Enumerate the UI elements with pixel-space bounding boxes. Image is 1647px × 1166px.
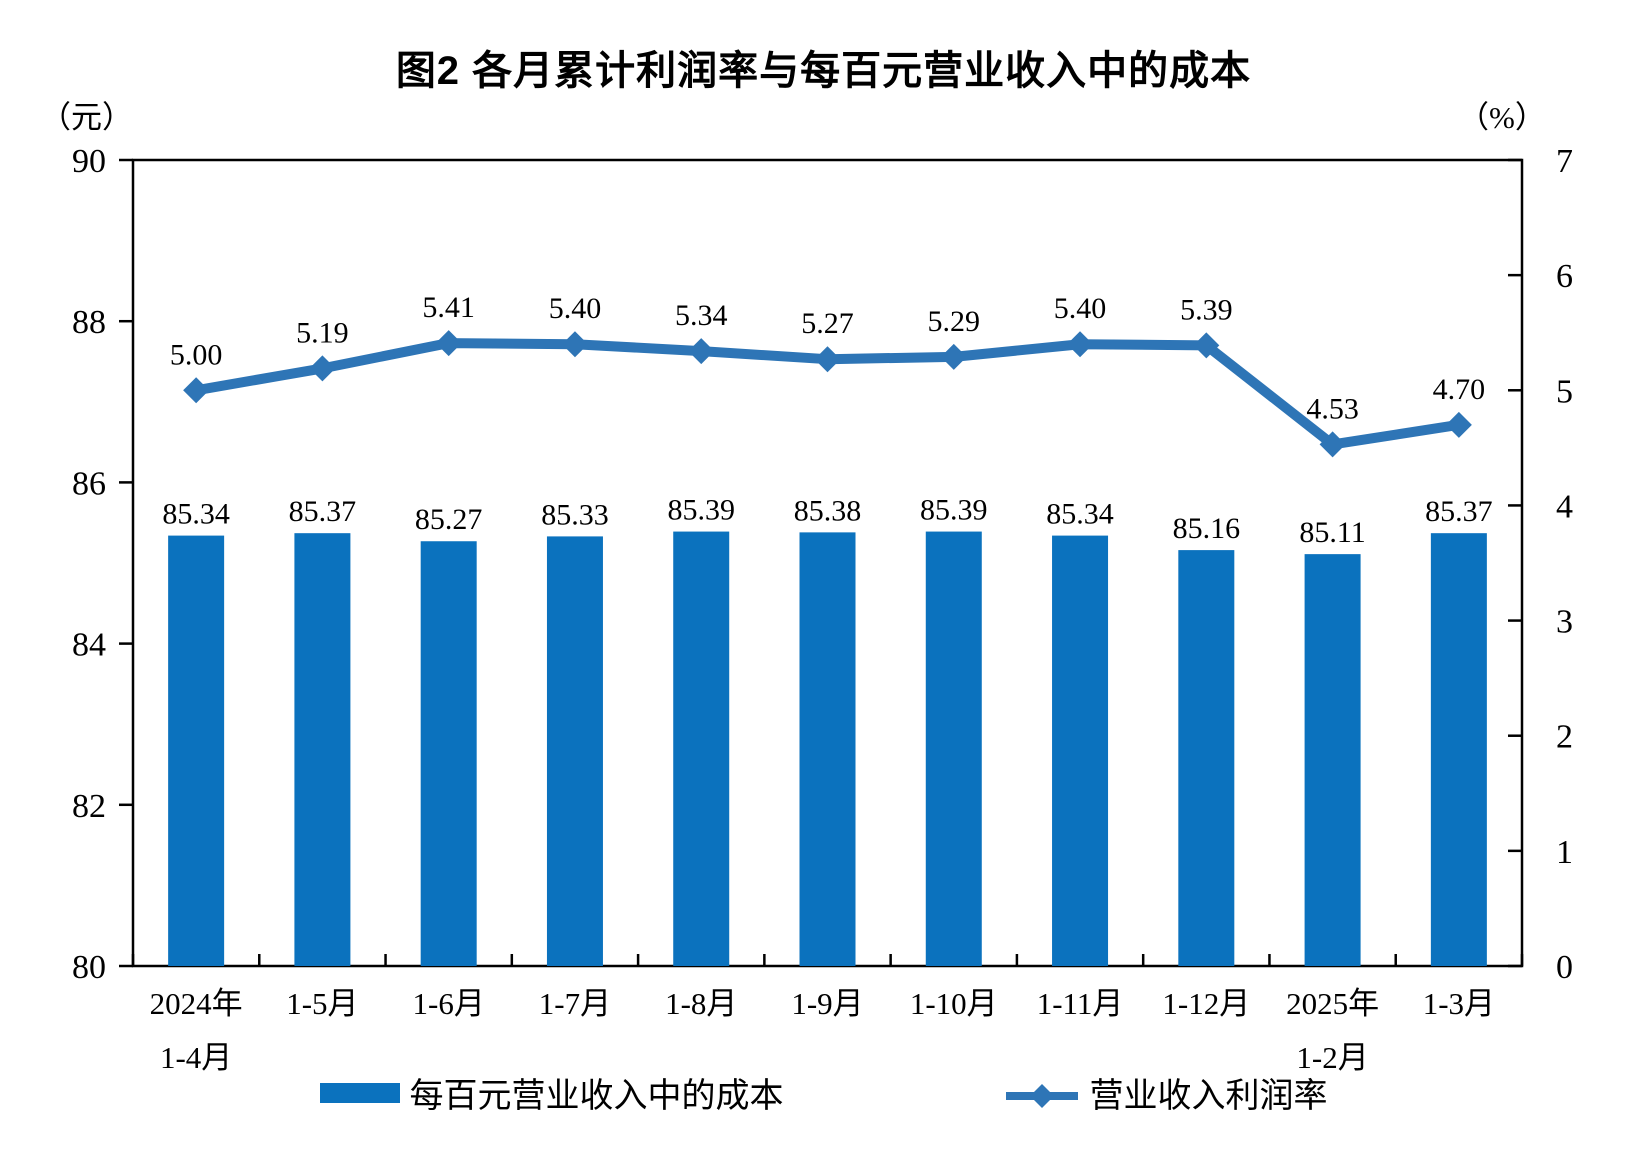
line-value-label: 5.27 xyxy=(801,307,854,340)
left-axis-tick-label: 82 xyxy=(72,788,106,825)
x-category-label: 1-6月 xyxy=(413,986,485,1021)
cost-bar xyxy=(1178,550,1235,966)
right-axis-tick-label: 1 xyxy=(1556,834,1573,871)
bar-value-label: 85.37 xyxy=(289,495,357,528)
line-value-label: 5.34 xyxy=(675,299,728,332)
bar-value-label: 85.34 xyxy=(162,498,230,531)
x-category-label: 1-11月 xyxy=(1037,986,1124,1021)
bar-value-label: 85.33 xyxy=(541,498,609,531)
right-axis-tick-label: 5 xyxy=(1556,373,1573,410)
cost-bar xyxy=(925,531,982,966)
chart-title: 图2 各月累计利润率与每百元营业收入中的成本 xyxy=(395,49,1252,93)
line-value-label: 5.40 xyxy=(549,292,602,325)
bar-value-label: 85.39 xyxy=(667,494,735,527)
cost-bar xyxy=(673,531,730,966)
left-axis-tick-label: 80 xyxy=(72,949,106,986)
right-axis-tick-label: 2 xyxy=(1556,719,1573,756)
line-marker-diamond xyxy=(814,346,841,373)
x-category-label: 2025年 xyxy=(1286,986,1379,1021)
x-category-label: 1-2月 xyxy=(1296,1040,1368,1075)
cost-bar xyxy=(799,532,856,966)
x-category-label: 1-12月 xyxy=(1162,986,1250,1021)
left-axis-tick-label: 88 xyxy=(72,304,106,341)
line-value-label: 5.00 xyxy=(170,338,223,371)
line-marker-diamond xyxy=(1319,431,1346,458)
bar-value-label: 85.11 xyxy=(1299,516,1365,549)
right-axis-tick-label: 4 xyxy=(1556,488,1573,525)
x-category-label: 1-9月 xyxy=(791,986,863,1021)
line-marker-diamond xyxy=(435,330,462,357)
cost-bar xyxy=(168,535,225,966)
line-marker-diamond xyxy=(688,338,715,365)
cost-bar xyxy=(1430,533,1487,966)
left-axis-tick-label: 86 xyxy=(72,465,106,502)
line-marker-diamond xyxy=(183,377,210,404)
left-axis-tick-label: 84 xyxy=(72,627,106,664)
line-series-swatch-icon xyxy=(1004,1080,1080,1108)
x-category-label: 1-3月 xyxy=(1423,986,1495,1021)
cost-bar xyxy=(294,533,351,966)
line-value-label: 4.70 xyxy=(1433,373,1486,406)
bar-value-label: 85.39 xyxy=(920,494,988,527)
legend-item-line: 营业收入利润率 xyxy=(1004,1068,1328,1117)
line-marker-diamond xyxy=(1193,332,1220,359)
bar-value-label: 85.34 xyxy=(1046,498,1114,531)
line-value-label: 5.39 xyxy=(1180,293,1233,326)
right-axis-tick-label: 7 xyxy=(1556,143,1573,180)
line-marker-diamond xyxy=(1445,411,1472,438)
line-value-label: 4.53 xyxy=(1306,392,1359,425)
right-axis-tick-label: 6 xyxy=(1556,258,1573,295)
x-category-label: 1-5月 xyxy=(286,986,358,1021)
bar-value-label: 85.37 xyxy=(1425,495,1493,528)
legend-item-bar: 每百元营业收入中的成本 xyxy=(319,1068,784,1117)
line-value-label: 5.19 xyxy=(296,316,349,349)
bar-series-swatch-icon xyxy=(319,1082,400,1103)
right-axis-unit-label: （%） xyxy=(1458,100,1546,135)
line-value-label: 5.41 xyxy=(422,291,475,324)
cost-bar xyxy=(1052,535,1109,966)
line-marker-diamond xyxy=(309,355,336,382)
legend-bar-label: 每百元营业收入中的成本 xyxy=(409,1078,784,1115)
bar-value-label: 85.16 xyxy=(1173,512,1241,545)
right-axis-tick-label: 0 xyxy=(1556,949,1573,986)
bar-value-label: 85.27 xyxy=(415,503,483,536)
line-marker-diamond xyxy=(940,343,967,370)
right-axis-tick-label: 3 xyxy=(1556,604,1573,641)
x-category-label: 1-4月 xyxy=(160,1040,232,1075)
x-category-label: 1-10月 xyxy=(910,986,998,1021)
cost-bar xyxy=(1304,554,1361,966)
line-value-label: 5.40 xyxy=(1054,292,1107,325)
cost-bar xyxy=(420,541,477,966)
left-axis-tick-label: 90 xyxy=(72,143,106,180)
line-value-label: 5.29 xyxy=(928,305,981,338)
bar-value-label: 85.38 xyxy=(794,494,862,527)
x-category-label: 1-8月 xyxy=(665,986,737,1021)
chart-legend: 每百元营业收入中的成本 营业收入利润率 xyxy=(0,1068,1647,1117)
legend-line-label: 营业收入利润率 xyxy=(1089,1078,1328,1115)
left-axis-unit-label: （元） xyxy=(40,100,133,135)
line-marker-diamond xyxy=(561,331,588,358)
line-marker-diamond xyxy=(1067,331,1094,358)
x-category-label: 2024年 xyxy=(150,986,243,1021)
x-category-label: 1-7月 xyxy=(539,986,611,1021)
cost-bar xyxy=(546,536,603,966)
